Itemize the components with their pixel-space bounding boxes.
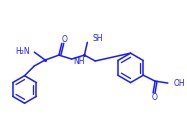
Text: O: O <box>62 35 68 44</box>
Text: H₂N: H₂N <box>15 47 29 56</box>
Text: NH: NH <box>74 57 85 66</box>
Text: SH: SH <box>92 34 103 43</box>
Text: OH: OH <box>174 79 185 88</box>
Text: O: O <box>151 93 157 102</box>
